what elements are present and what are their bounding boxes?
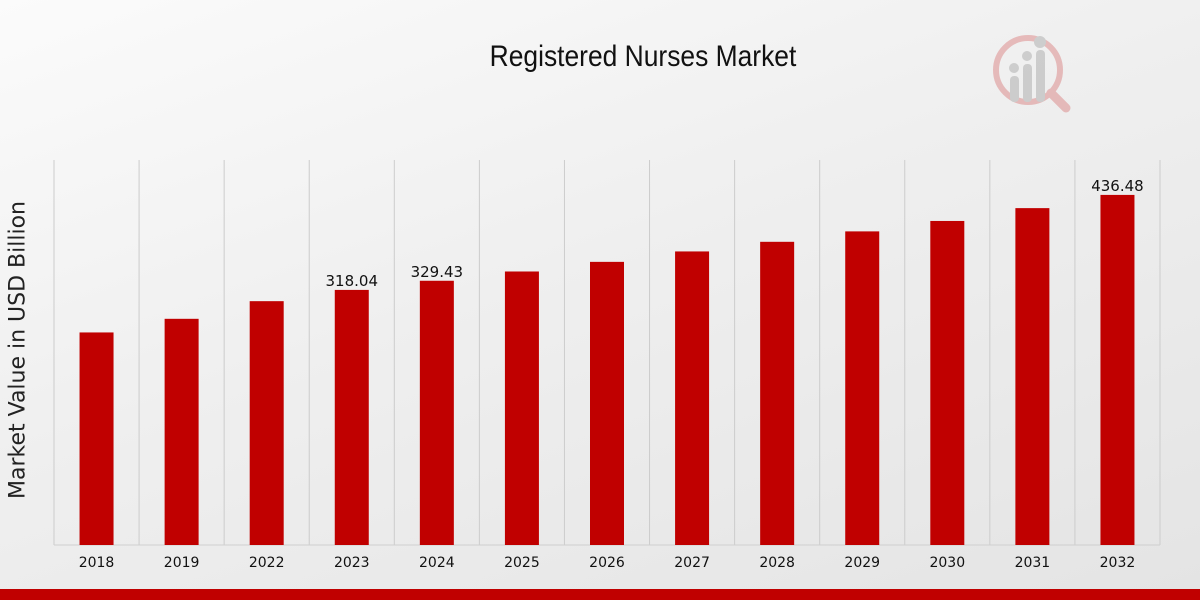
bar-2022 [249,301,284,545]
x-axis-ticks: 2018 2019 2022 2023 2024 2025 2026 2027 2028 2029… [79,555,1136,571]
analytics-magnifier-logo-icon [993,35,1071,113]
bar-2031 [1015,208,1050,545]
x-tick-label: 2027 [674,555,710,571]
bar-2030 [930,220,965,546]
bars [79,194,1135,546]
x-tick-label: 2030 [929,555,965,571]
bar-2027 [675,251,710,545]
x-tick-label: 2018 [79,555,115,571]
x-tick-label: 2031 [1015,555,1051,571]
bar-2018 [79,332,114,545]
footer-accent-bar [0,589,1200,600]
bar-2028 [760,241,795,545]
grid-lines [53,160,1161,546]
bar-2025 [504,271,539,545]
bar-2032 [1100,194,1135,545]
bar-2024 [419,280,454,545]
x-tick-label: 2024 [419,555,455,571]
x-tick-label: 2026 [589,555,625,571]
bar-2023 [334,289,369,545]
data-label-2032: 436.48 [1091,177,1144,195]
x-tick-label: 2028 [759,555,795,571]
bar-2029 [845,231,880,545]
data-labels: 318.04 329.43 436.48 [326,177,1144,290]
bar-2019 [164,318,199,545]
x-tick-label: 2019 [164,555,200,571]
x-tick-label: 2023 [334,555,370,571]
x-tick-label: 2022 [249,555,285,571]
x-tick-label: 2032 [1100,555,1136,571]
x-tick-label: 2025 [504,555,540,571]
chart-title: Registered Nurses Market [489,40,797,73]
data-label-2023: 318.04 [326,272,379,290]
data-label-2024: 329.43 [411,263,464,281]
bar-2026 [590,261,624,545]
x-tick-label: 2029 [844,555,880,571]
